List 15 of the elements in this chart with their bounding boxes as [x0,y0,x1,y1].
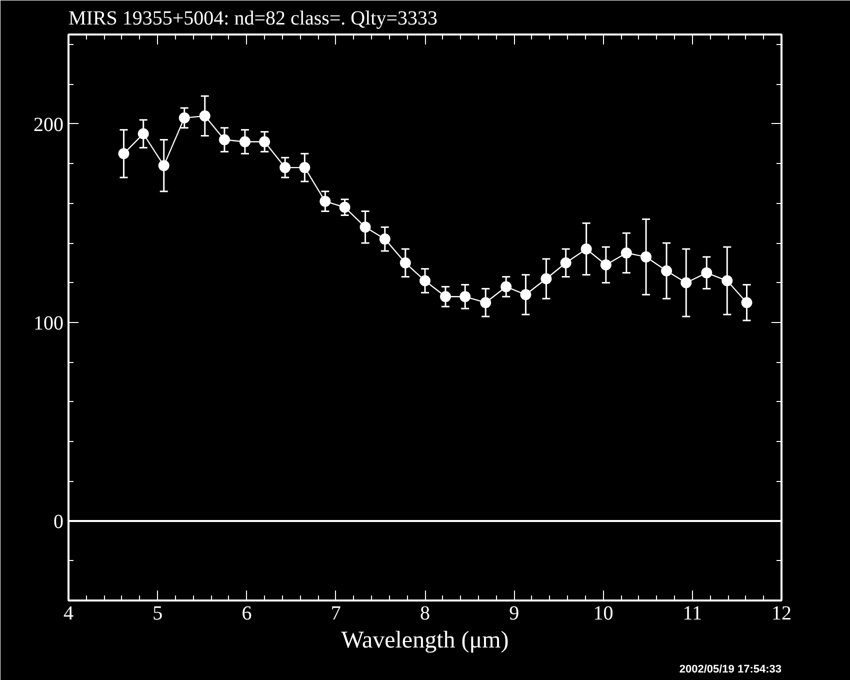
y-tick-label: 200 [34,114,64,136]
chart-title: MIRS 19355+5004: nd=82 class=. Qlty=3333 [68,8,438,30]
x-tick-label: 6 [242,602,252,624]
x-tick-label: 9 [509,602,520,624]
x-tick-label: 8 [420,602,430,624]
x-tick-label: 5 [152,602,163,624]
y-tick-label: 100 [34,312,64,334]
x-tick-label: 12 [772,602,792,624]
x-tick-label: 7 [330,602,341,624]
text: 2002/05/19 17:54:33 [679,664,782,676]
x-tick-label: 4 [64,602,74,624]
x-axis-title: Wavelength (μm) [341,628,509,654]
x-tick-label: 11 [682,602,702,624]
x-tick-label: 10 [593,602,614,624]
y-tick-label: 0 [54,511,64,534]
